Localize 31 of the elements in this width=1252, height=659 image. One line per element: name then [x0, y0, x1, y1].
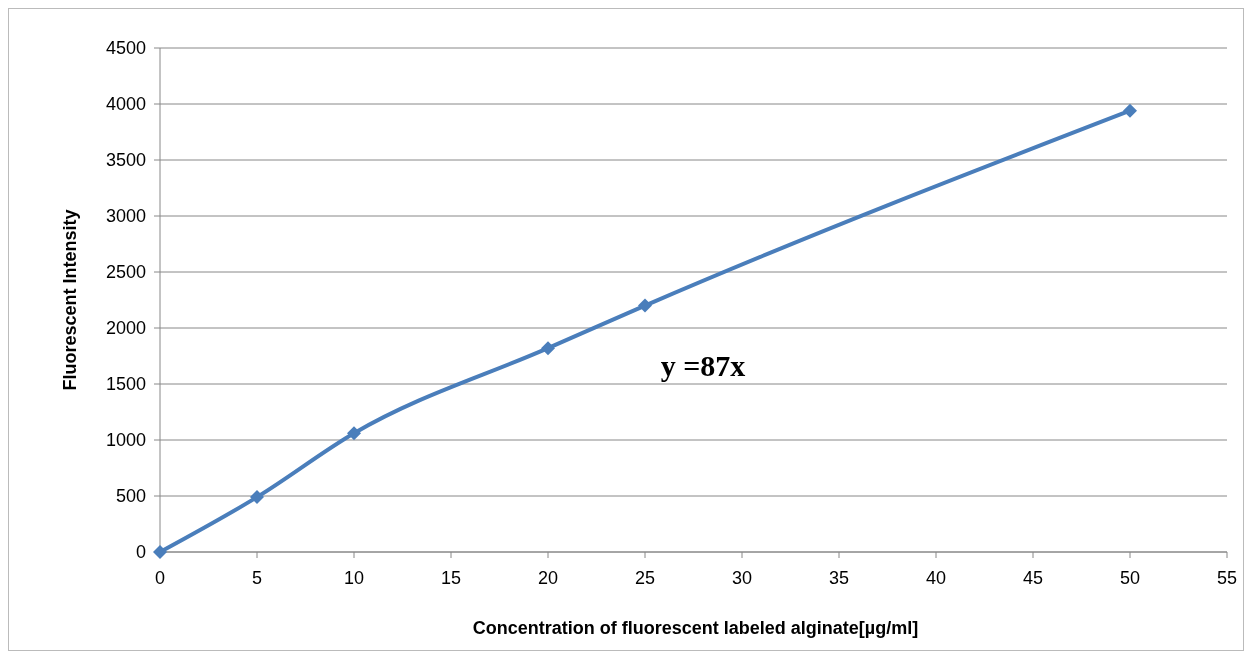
- y-tick-label: 2500: [105, 262, 146, 283]
- x-tick-label: 55: [1216, 568, 1238, 588]
- x-tick-label: 45: [1022, 568, 1044, 588]
- point: [250, 490, 264, 505]
- x-tick-label: 20: [537, 568, 559, 588]
- x-tick-label: 15: [440, 568, 462, 588]
- point: [1123, 103, 1137, 118]
- y-tick-label: 0: [135, 542, 146, 563]
- x-tick-label: 5: [251, 568, 263, 588]
- x-tick-label: 10: [343, 568, 365, 588]
- y-tick-label: 1500: [105, 374, 146, 395]
- x-tick-label: 25: [634, 568, 656, 588]
- y-tick-label: 4000: [105, 94, 146, 115]
- x-tick-label: 40: [925, 568, 947, 588]
- x-axis-title: Concentration of fluorescent labeled alginate[µg/ml]: [472, 618, 919, 638]
- x-tick-label: 30: [731, 568, 753, 588]
- y-tick-label: 1000: [105, 430, 146, 451]
- x-tick-label: 35: [828, 568, 850, 588]
- point: [638, 298, 652, 313]
- point: [541, 341, 555, 356]
- y-tick-label: 500: [115, 486, 146, 507]
- y-tick-label: 3000: [105, 206, 146, 227]
- annotation: y =87x: [660, 349, 746, 382]
- y-tick-label: 4500: [105, 38, 146, 59]
- x-tick-label: 50: [1119, 568, 1141, 588]
- point: [153, 545, 167, 559]
- point: [347, 426, 361, 441]
- y-tick-label: 3500: [105, 150, 146, 171]
- x-tick-label: 0: [154, 568, 166, 588]
- y-tick-label: 2000: [105, 318, 146, 339]
- y-axis-title: Fluorescent Intensity: [60, 209, 80, 391]
